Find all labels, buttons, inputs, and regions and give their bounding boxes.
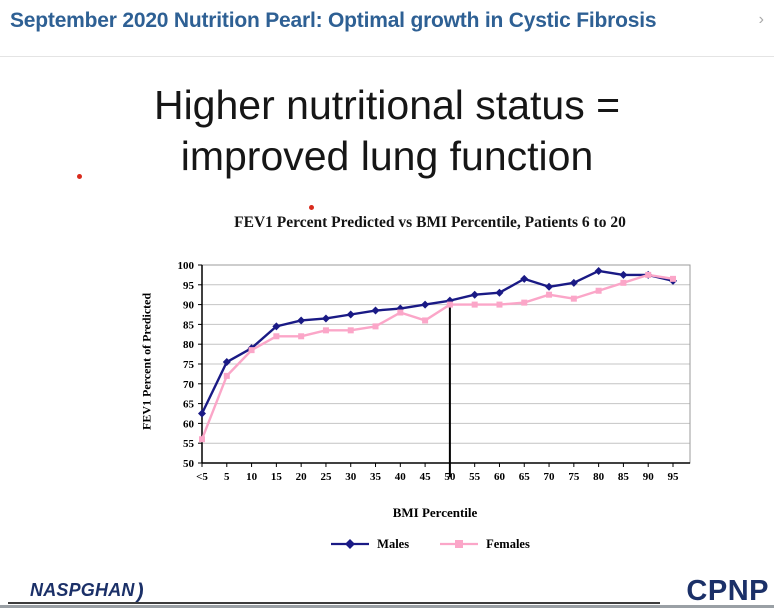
females-data-point xyxy=(248,347,255,354)
y-tick-label: 75 xyxy=(183,359,195,371)
expand-chevron-icon[interactable]: › xyxy=(758,11,764,28)
x-tick-label: 90 xyxy=(643,471,655,483)
y-tick-label: 70 xyxy=(183,379,195,391)
legend-item-males: Males xyxy=(330,537,409,552)
x-tick-label: 20 xyxy=(296,471,308,483)
y-tick-label: 95 xyxy=(183,280,195,292)
females-data-point xyxy=(298,333,305,340)
x-axis-title: BMI Percentile xyxy=(392,505,478,520)
x-tick-label: 30 xyxy=(345,471,357,483)
legend-item-females: Females xyxy=(439,537,530,552)
males-data-point xyxy=(619,270,628,279)
legend-label-females: Females xyxy=(486,536,530,551)
males-data-point xyxy=(371,306,380,315)
males-data-point xyxy=(569,278,578,287)
x-tick-label: 10 xyxy=(246,471,258,483)
males-data-point xyxy=(520,274,529,283)
x-tick-label: <5 xyxy=(196,471,208,483)
y-tick-label: 80 xyxy=(183,339,195,351)
x-tick-label: 55 xyxy=(469,471,481,483)
naspghan-swoosh-icon: ) xyxy=(136,580,144,603)
naspghan-logo: NASPGHAN) xyxy=(30,580,144,603)
males-data-point xyxy=(495,288,504,297)
y-tick-label: 60 xyxy=(183,418,195,430)
bottom-edge-bar xyxy=(0,605,774,608)
females-data-point xyxy=(496,301,503,308)
females-data-point xyxy=(620,279,627,286)
males-data-point xyxy=(545,282,554,291)
females-data-point xyxy=(521,299,528,306)
males-data-point xyxy=(198,409,206,418)
females-data-point xyxy=(372,323,379,330)
females-data-point xyxy=(669,275,676,282)
x-tick-label: 40 xyxy=(395,471,407,483)
y-tick-label: 90 xyxy=(183,300,195,312)
chart-title: FEV1 Percent Predicted vs BMI Percentile… xyxy=(234,214,626,231)
slide-title: Higher nutritional status = improved lun… xyxy=(0,80,774,182)
males-data-point xyxy=(321,314,330,323)
red-dot-annotation xyxy=(77,174,82,179)
x-tick-label: 85 xyxy=(618,471,630,483)
females-series-line xyxy=(200,273,674,440)
males-data-point xyxy=(421,300,430,309)
males-data-point xyxy=(594,266,603,275)
chart-legend: Males Females xyxy=(150,533,710,555)
x-tick-label: 35 xyxy=(370,471,382,483)
males-series-line xyxy=(200,269,674,415)
females-data-point xyxy=(199,436,205,443)
females-data-point xyxy=(595,287,602,294)
legend-label-males: Males xyxy=(377,536,410,551)
cpnp-logo: CPNP xyxy=(686,575,769,607)
males-data-point xyxy=(297,316,306,325)
females-legend-marker-icon xyxy=(440,540,479,548)
males-data-point xyxy=(222,358,231,367)
females-data-point xyxy=(422,317,429,324)
y-tick-label: 100 xyxy=(178,260,195,272)
x-tick-label: 70 xyxy=(544,471,556,483)
x-tick-label: 45 xyxy=(420,471,432,483)
y-tick-label: 85 xyxy=(183,319,195,331)
females-data-point xyxy=(322,327,329,334)
females-data-point xyxy=(446,301,453,308)
x-tick-label: 60 xyxy=(494,471,506,483)
x-tick-label: 25 xyxy=(320,471,332,483)
slide-title-line-1: Higher nutritional status = xyxy=(153,82,621,128)
footer-divider xyxy=(8,602,660,604)
females-data-point xyxy=(546,291,553,298)
x-tick-label: 75 xyxy=(568,471,580,483)
females-data-point xyxy=(397,309,404,316)
males-data-point xyxy=(445,296,454,305)
males-data-point xyxy=(272,322,281,331)
fev1-vs-bmi-chart: 100 95 90 85 80 75 70 65 60 55 50<5 5 10 15 20 25 30 35 40… xyxy=(178,260,691,483)
females-data-point xyxy=(570,295,577,302)
males-data-point xyxy=(470,290,479,299)
females-data-point xyxy=(471,301,478,308)
header-bar: September 2020 Nutrition Pearl: Optimal … xyxy=(0,0,774,57)
x-tick-label: 5 xyxy=(224,471,230,483)
y-tick-label: 50 xyxy=(183,458,195,470)
slide-title-line-2: improved lung function xyxy=(180,133,594,179)
females-data-point xyxy=(645,271,652,278)
x-tick-label: 95 xyxy=(667,471,679,483)
red-dot-annotation xyxy=(309,205,314,210)
x-tick-label: 15 xyxy=(271,471,283,483)
females-data-point xyxy=(347,327,354,334)
y-tick-label: 65 xyxy=(183,399,195,411)
x-tick-label: 65 xyxy=(519,471,531,483)
females-data-point xyxy=(223,372,230,379)
page-title: September 2020 Nutrition Pearl: Optimal … xyxy=(10,9,657,32)
females-data-point xyxy=(273,333,280,340)
y-tick-label: 55 xyxy=(183,438,195,450)
x-tick-label: 80 xyxy=(593,471,605,483)
males-legend-marker-icon xyxy=(331,539,370,549)
males-data-point xyxy=(346,310,355,319)
